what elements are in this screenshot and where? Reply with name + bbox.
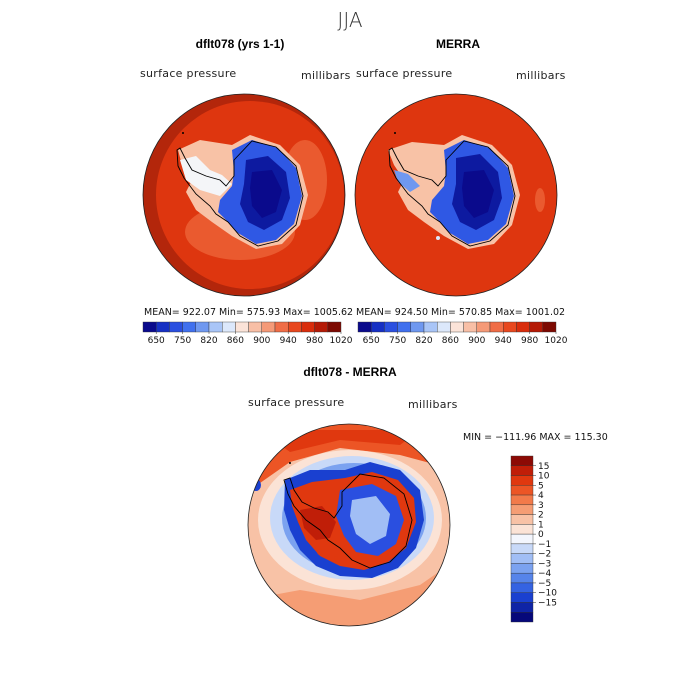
colorbar-model-tick-label-0: 650 (148, 336, 165, 346)
colorbar-obs-tick-label-2: 820 (415, 336, 432, 346)
colorbar-diff-swatch-7 (510, 524, 534, 535)
colorbar-model-tick-label-4: 900 (253, 336, 270, 346)
colorbar-obs-swatch-12 (516, 321, 530, 333)
variable-label-diff: surface pressure (248, 396, 345, 409)
colorbar-model-tick-label-2: 820 (200, 336, 217, 346)
colorbar-diff-swatch-1 (510, 465, 534, 476)
colorbar-model-tick-label-1: 750 (174, 336, 191, 346)
colorbar-model-swatch-8 (248, 321, 263, 333)
colorbar-obs-tick-label-7: 1020 (545, 336, 568, 346)
panel-title-diff: dflt078 - MERRA (303, 365, 397, 379)
colorbar-model-swatch-13 (314, 321, 329, 333)
colorbar-obs-tick-label-1: 750 (389, 336, 406, 346)
polar-map-model (142, 93, 346, 297)
colorbar-obs-tick-label-5: 940 (495, 336, 512, 346)
colorbar-diff-tick-label-9: −2 (538, 550, 551, 560)
colorbar-obs-swatch-10 (489, 321, 504, 333)
colorbar-diff-tick-label-6: 1 (538, 520, 544, 530)
colorbar-model-swatch-3 (182, 321, 197, 333)
colorbar-diff-tick-label-0: 15 (538, 462, 549, 472)
stats-model: MEAN= 922.07 Min= 575.93 Max= 1005.62 (144, 307, 354, 318)
panel-title-obs: MERRA (436, 37, 480, 51)
colorbar-diff-swatch-12 (510, 572, 534, 584)
panel-title-model: dflt078 (yrs 1-1) (195, 37, 285, 51)
colorbar-diff-swatch-13 (510, 582, 534, 593)
colorbar-model-swatch-5 (208, 321, 223, 333)
colorbar-obs-swatch-5 (423, 321, 438, 333)
colorbar-model-swatch-0 (142, 321, 157, 333)
colorbar-diff-tick-label-5: 2 (538, 511, 544, 521)
colorbar-diff-swatch-0 (510, 455, 534, 466)
units-label-obs: millibars (516, 69, 566, 82)
colorbar-diff-tick-label-3: 4 (538, 491, 544, 501)
colorbar-obs-swatch-8 (463, 321, 478, 333)
figure-title: JJA (337, 8, 363, 32)
polar-map-obs (354, 93, 558, 297)
colorbar-model-swatch-11 (288, 321, 302, 333)
colorbar-obs-swatch-6 (437, 321, 451, 333)
colorbar-diff-swatch-8 (510, 533, 534, 545)
colorbar-obs-swatch-7 (450, 321, 464, 333)
colorbar-diff-swatch-16 (510, 612, 534, 623)
colorbar-diff-tick-label-2: 5 (538, 481, 544, 491)
stats-diff: MIN = −111.96 MAX = 115.30 (463, 432, 608, 443)
colorbar-model-swatch-2 (169, 321, 183, 333)
colorbar-diff-tick-label-12: −5 (538, 579, 551, 589)
colorbar-model-swatch-6 (221, 321, 236, 333)
colorbar-diff-swatch-3 (510, 485, 534, 496)
colorbar-diff-tick-label-1: 10 (538, 472, 550, 482)
colorbar-obs-swatch-0 (357, 321, 372, 333)
variable-label-obs: surface pressure (356, 67, 453, 80)
polar-map-diff (247, 423, 451, 627)
colorbar-diff-swatch-15 (510, 602, 534, 613)
colorbar-diff-tick-label-4: 3 (538, 501, 544, 511)
units-label-diff: millibars (408, 398, 458, 411)
colorbar-diff-tick-label-8: −1 (538, 540, 551, 550)
colorbar-diff-swatch-4 (510, 494, 534, 506)
colorbar-diff-swatch-2 (510, 475, 534, 486)
colorbar-diff-swatch-10 (510, 553, 534, 564)
colorbar-model-swatch-10 (274, 321, 289, 333)
colorbar-obs-swatch-4 (410, 321, 425, 333)
colorbar-obs-tick-label-6: 980 (521, 336, 538, 346)
colorbar-model-tick-label-5: 940 (280, 336, 297, 346)
colorbar-obs-tick-label-4: 900 (468, 336, 485, 346)
colorbar-obs-swatch-3 (397, 321, 412, 333)
stats-obs: MEAN= 924.50 Min= 570.85 Max= 1001.02 (356, 307, 566, 318)
colorbar-model-swatch-14 (327, 321, 342, 333)
colorbar-obs: 650 750 820 860 900 940 980 1020 (357, 321, 568, 346)
colorbar-obs-swatch-14 (542, 321, 557, 333)
colorbar-diff-tick-label-13: −10 (538, 589, 557, 599)
colorbar-model-swatch-9 (261, 321, 276, 333)
colorbar-diff-swatch-11 (510, 563, 534, 574)
colorbar-diff-swatch-5 (510, 504, 534, 515)
colorbar-model-swatch-4 (195, 321, 210, 333)
colorbar-model-swatch-7 (235, 321, 249, 333)
colorbar-model-tick-label-6: 980 (306, 336, 323, 346)
colorbar-obs-swatch-1 (371, 321, 385, 333)
colorbar-model-tick-label-3: 860 (227, 336, 244, 346)
colorbar-model-swatch-12 (301, 321, 315, 333)
colorbar-obs-swatch-9 (476, 321, 491, 333)
colorbar-model: 650 750 820 860 900 940 980 1020 (142, 321, 353, 346)
variable-label-model: surface pressure (140, 67, 237, 80)
colorbar-diff-swatch-14 (510, 592, 534, 603)
colorbar-diff-tick-label-7: 0 (538, 530, 544, 540)
colorbar-diff-swatch-6 (510, 514, 534, 525)
colorbar-diff-tick-label-10: −3 (538, 559, 551, 569)
units-label-model: millibars (301, 69, 351, 82)
colorbar-obs-swatch-2 (384, 321, 398, 333)
colorbar-obs-swatch-11 (503, 321, 517, 333)
colorbar-model-swatch-1 (155, 321, 170, 333)
colorbar-model-tick-label-7: 1020 (330, 336, 353, 346)
colorbar-diff-swatch-9 (510, 543, 534, 554)
colorbar-obs-tick-label-0: 650 (363, 336, 380, 346)
colorbar-diff-tick-label-14: −15 (538, 598, 557, 608)
colorbar-diff-tick-label-11: −4 (538, 569, 552, 579)
colorbar-obs-swatch-13 (529, 321, 543, 333)
colorbar-obs-tick-label-3: 860 (442, 336, 459, 346)
